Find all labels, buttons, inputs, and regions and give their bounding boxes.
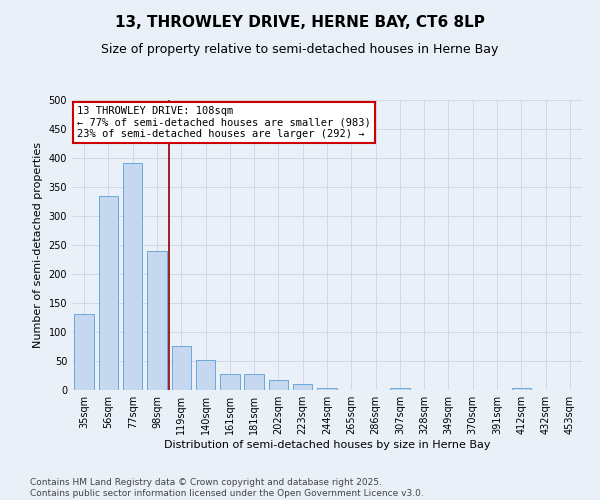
Bar: [172, 346, 191, 390]
Bar: [147, 251, 167, 390]
Text: 13, THROWLEY DRIVE, HERNE BAY, CT6 8LP: 13, THROWLEY DRIVE, HERNE BAY, CT6 8LP: [115, 15, 485, 30]
Bar: [390, 388, 410, 390]
Text: Contains HM Land Registry data © Crown copyright and database right 2025.
Contai: Contains HM Land Registry data © Crown c…: [30, 478, 424, 498]
Bar: [123, 162, 142, 390]
Bar: [269, 380, 288, 390]
Bar: [99, 196, 118, 390]
Y-axis label: Number of semi-detached properties: Number of semi-detached properties: [33, 142, 43, 348]
Bar: [196, 360, 215, 390]
Bar: [293, 384, 313, 390]
Bar: [244, 374, 264, 390]
X-axis label: Distribution of semi-detached houses by size in Herne Bay: Distribution of semi-detached houses by …: [164, 440, 490, 450]
Bar: [317, 388, 337, 390]
Text: Size of property relative to semi-detached houses in Herne Bay: Size of property relative to semi-detach…: [101, 42, 499, 56]
Bar: [220, 374, 239, 390]
Bar: [74, 314, 94, 390]
Bar: [512, 388, 531, 390]
Text: 13 THROWLEY DRIVE: 108sqm
← 77% of semi-detached houses are smaller (983)
23% of: 13 THROWLEY DRIVE: 108sqm ← 77% of semi-…: [77, 106, 371, 139]
